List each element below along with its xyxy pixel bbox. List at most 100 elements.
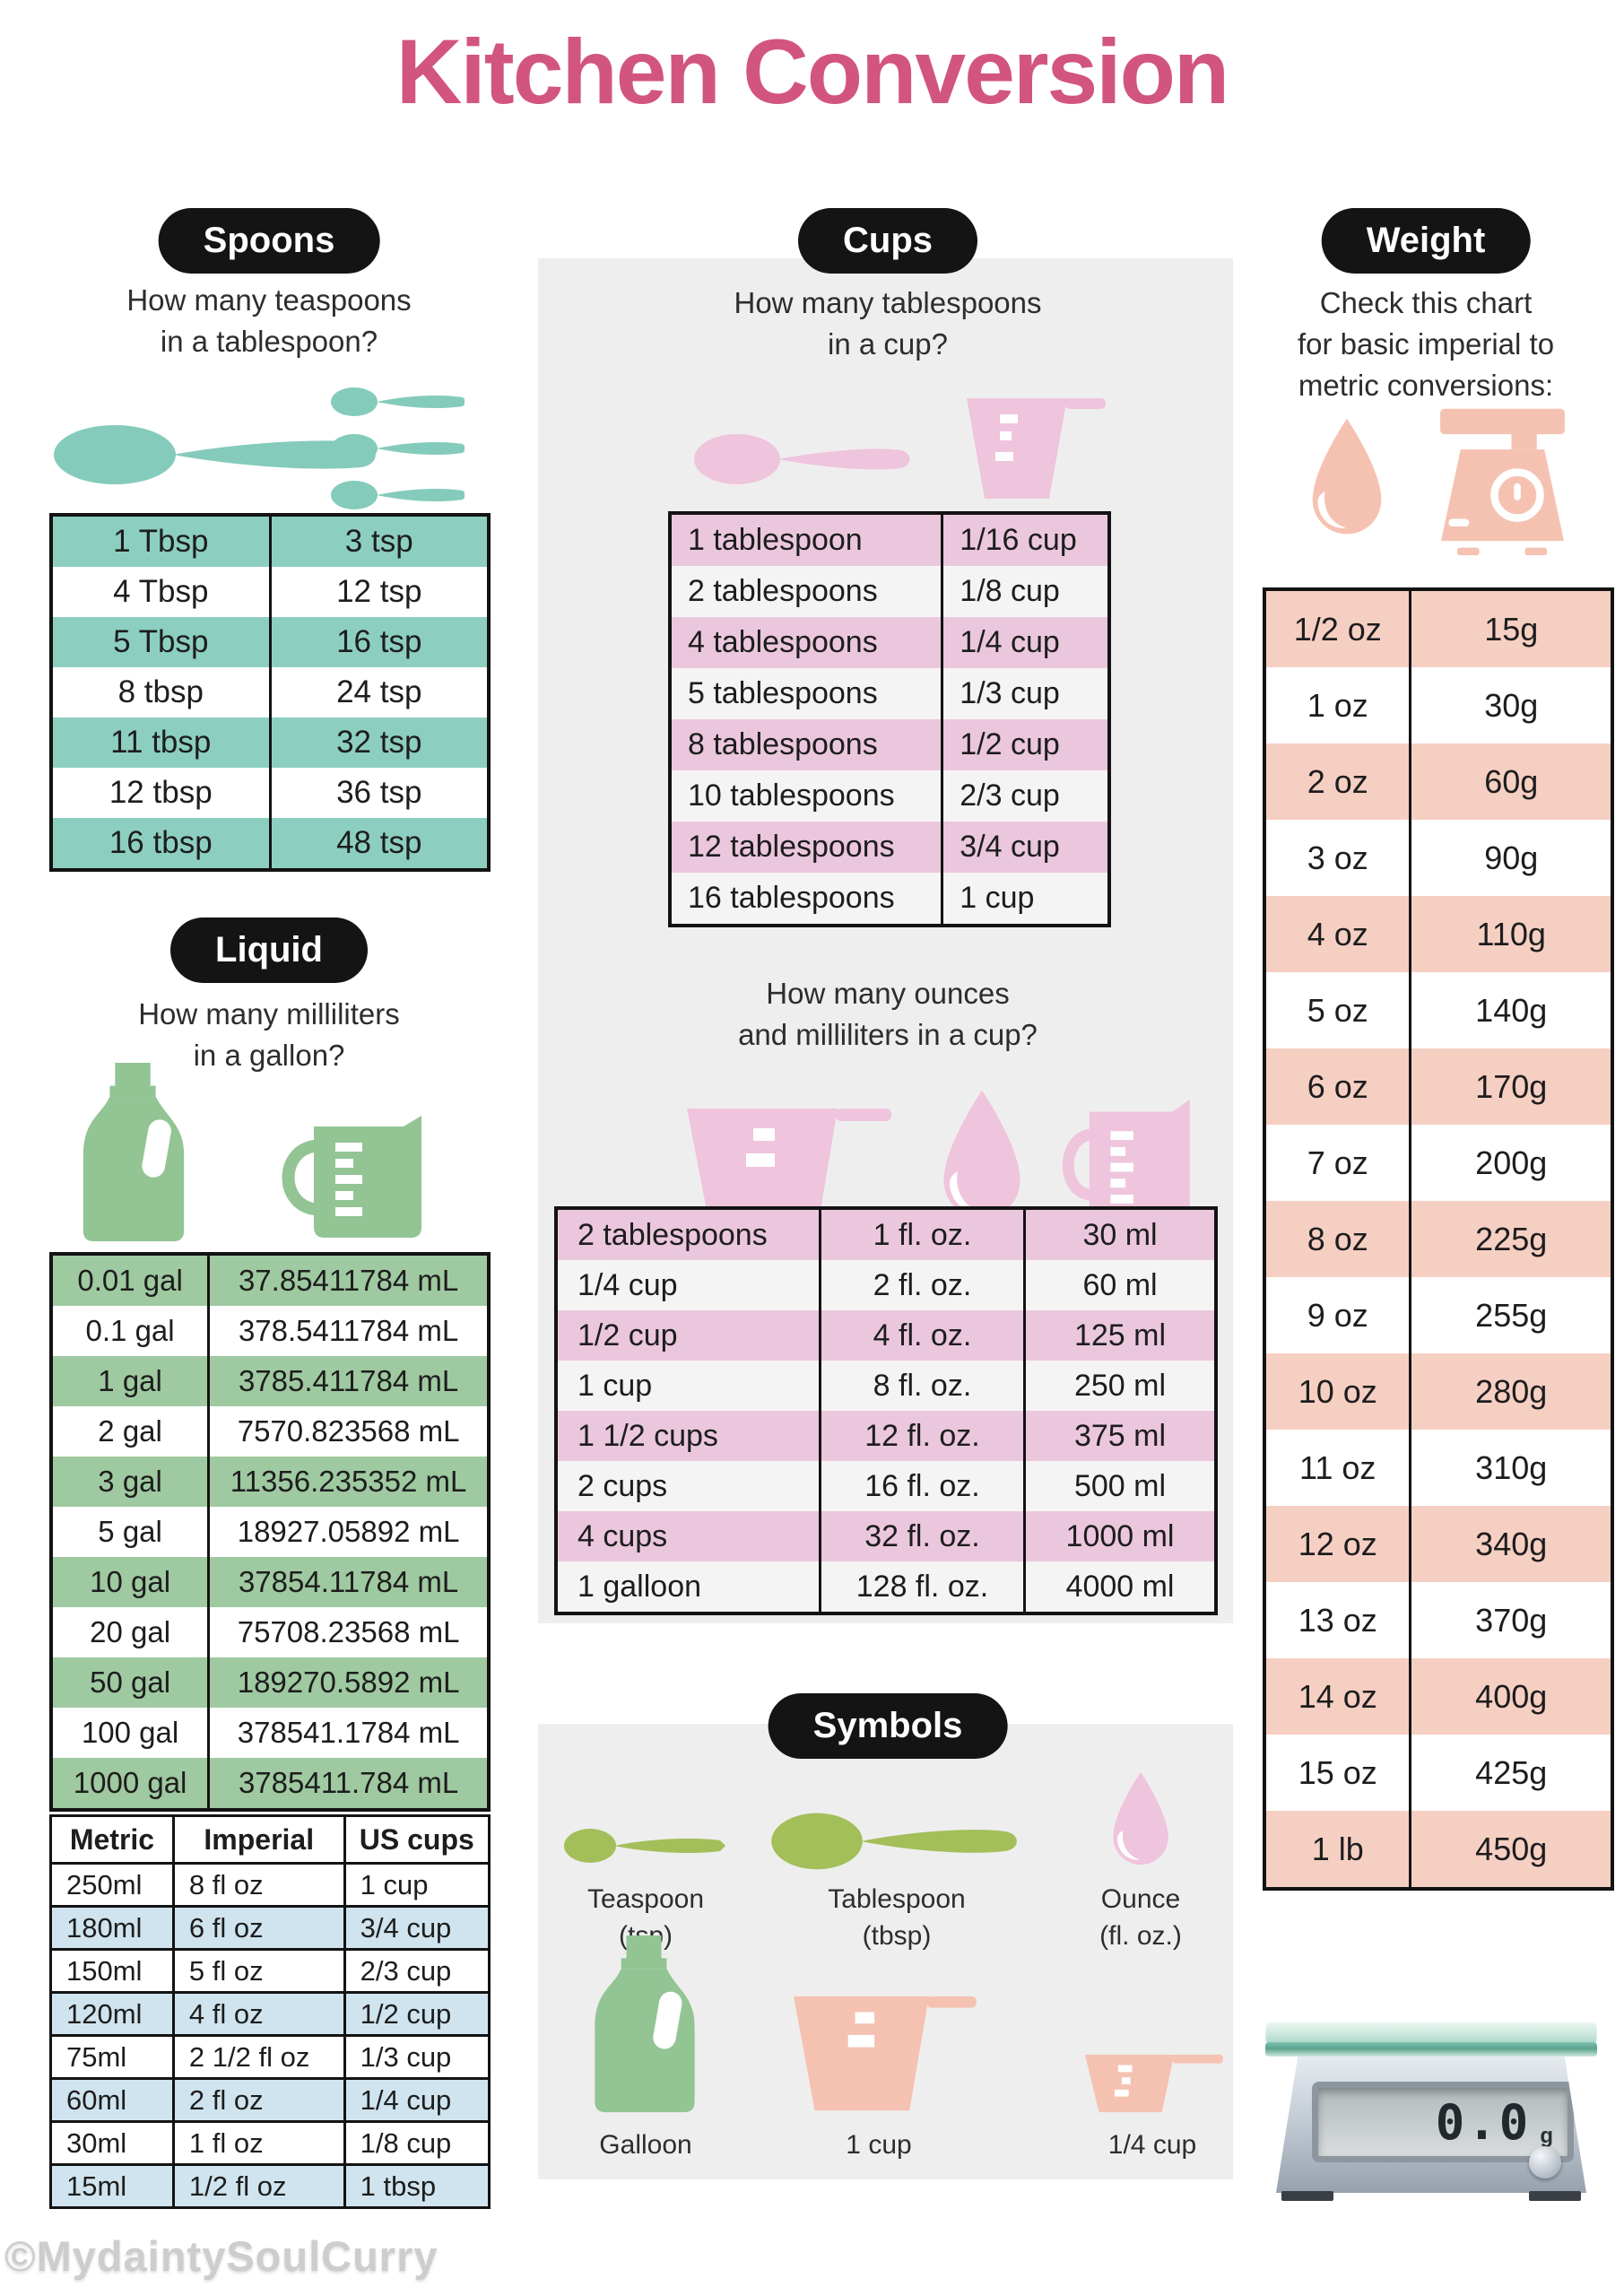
table-row: 6 oz 170g	[1264, 1048, 1612, 1125]
table-cell: 425g	[1409, 1735, 1612, 1811]
table-cell: 2 tablespoons	[578, 1217, 768, 1252]
table-cell: 3/4 cup	[941, 822, 1109, 873]
galloon-caption: Galloon	[599, 2130, 692, 2160]
tablespoon-caption: Tablespoon (tbsp)	[828, 1884, 966, 1951]
table-cell: 7 oz	[1307, 1144, 1368, 1181]
table-cell: 1 lb	[1311, 1830, 1364, 1867]
table-cell: 180ml	[50, 1905, 175, 1951]
weight-table: 1/2 oz 15g 1 oz 30g 2 oz 60g 3 oz 90g 4 oz 110g 5 …	[1263, 587, 1614, 1891]
table-row: 10 tablespoons 2/3 cup	[670, 770, 1109, 822]
tablespoon-icon	[694, 434, 910, 484]
table-row: 4 cups 32 fl. oz. 1000 ml	[556, 1511, 1216, 1561]
three-teaspoons-icon	[331, 387, 465, 509]
table-cell: 12 oz	[1298, 1525, 1377, 1562]
table-cell: 1/2 oz	[1293, 610, 1382, 648]
table-row: 12 tablespoons 3/4 cup	[670, 822, 1109, 873]
table-row: 13 oz 370g	[1264, 1582, 1612, 1658]
table-cell: 50 gal	[90, 1665, 171, 1699]
table-cell: 4 tablespoons	[688, 625, 878, 659]
table-row: 5 tablespoons 1/3 cup	[670, 668, 1109, 719]
table-row: 4 tablespoons 1/4 cup	[670, 617, 1109, 668]
tablespoon-symbol-icon	[771, 1813, 1017, 1870]
table-cell: 5 oz	[1307, 991, 1368, 1029]
table-cell: 128 fl. oz.	[818, 1561, 1025, 1613]
table-row: 8 tbsp 24 tsp	[51, 667, 489, 718]
scale-glass-edge	[1265, 2042, 1597, 2057]
table-row: 1/4 cup 2 fl. oz. 60 ml	[556, 1260, 1216, 1310]
table-row: 12 tbsp 36 tsp	[51, 768, 489, 818]
table-row: 10 gal 37854.11784 mL	[51, 1557, 489, 1607]
table-cell: 4 fl. oz.	[818, 1310, 1025, 1361]
table-cell: 6 oz	[1307, 1067, 1368, 1105]
scale-foot	[1281, 2191, 1333, 2201]
table-row: 5 oz 140g	[1264, 972, 1612, 1048]
table-row: 0.1 gal 378.5411784 mL	[51, 1306, 489, 1356]
symbols-section-pill: Symbols	[768, 1693, 1008, 1759]
table-cell: 110g	[1409, 896, 1612, 972]
quarter-cup-caption: 1/4 cup	[1107, 2130, 1197, 2160]
table-cell: 0.1 gal	[85, 1314, 175, 1347]
one-cup-symbol-icon	[794, 1996, 977, 2111]
droplet-icon	[1312, 418, 1382, 535]
table-cell: 8 fl. oz.	[818, 1361, 1025, 1411]
scale-knob	[1529, 2146, 1561, 2179]
table-cell: 32 fl. oz.	[818, 1511, 1025, 1561]
table-row: 1/2 oz 15g	[1264, 589, 1612, 667]
table-row: 14 oz 400g	[1264, 1658, 1612, 1735]
spoons-section-label: Spoons	[203, 221, 335, 260]
table-cell: 3 gal	[98, 1465, 162, 1498]
table-cell: 1/4 cup	[343, 2077, 491, 2123]
table-cell: 1 1/2 cups	[578, 1418, 718, 1453]
scale-lcd-display: 0.0 g	[1312, 2082, 1574, 2162]
table-row: 180ml 6 fl oz 3/4 cup	[50, 1905, 491, 1951]
table-cell: 1 galloon	[578, 1569, 702, 1604]
table-cell: 4 Tbsp	[113, 574, 209, 609]
table-cell: 11 oz	[1299, 1448, 1376, 1486]
table-cell: 90g	[1409, 820, 1612, 896]
table-row: 1 cup 8 fl. oz. 250 ml	[556, 1361, 1216, 1411]
table-cell: 36 tsp	[268, 768, 489, 818]
weight-section-label: Weight	[1366, 221, 1486, 260]
liquid-section-pill: Liquid	[170, 918, 368, 983]
table-cell: 10 oz	[1298, 1372, 1377, 1410]
table-cell: 30g	[1409, 667, 1612, 744]
teaspoon-symbol-icon	[564, 1829, 725, 1863]
table-cell: 11356.235352 mL	[207, 1457, 489, 1507]
quarter-cup-symbol-icon	[1084, 2054, 1223, 2113]
table-cell: 12 tbsp	[109, 775, 213, 810]
scale-unit: g	[1540, 2124, 1553, 2148]
table-cell: 1 cup	[343, 1862, 491, 1908]
table-cell: 16 tsp	[268, 617, 489, 667]
table-cell: 1/8 cup	[343, 2120, 491, 2166]
galloon-symbol-icon	[595, 1935, 695, 2113]
table-cell: 1 fl. oz.	[818, 1208, 1025, 1260]
table-cell: 60g	[1409, 744, 1612, 820]
table-row: 15 oz 425g	[1264, 1735, 1612, 1811]
table-cell: 60 ml	[1023, 1260, 1216, 1310]
table-cell: 13 oz	[1298, 1601, 1377, 1639]
table-cell: 6 fl oz	[171, 1905, 346, 1951]
table-row: 30ml 1 fl oz 1/8 cup	[50, 2120, 491, 2166]
table-cell: 400g	[1409, 1658, 1612, 1735]
table-cell: 4 oz	[1307, 915, 1368, 952]
table-cell: 1 Tbsp	[113, 524, 209, 559]
table-cell: 1/8 cup	[941, 566, 1109, 617]
table-cell: 15ml	[50, 2163, 175, 2209]
table-cell: 48 tsp	[268, 818, 489, 870]
table-row: 0.01 gal 37.85411784 mL	[51, 1254, 489, 1306]
table-cell: 30 ml	[1023, 1208, 1216, 1260]
table-cell: 8 tablespoons	[688, 727, 878, 761]
table-cell: 1 oz	[1307, 686, 1368, 724]
table-cell: 280g	[1409, 1353, 1612, 1430]
table-cell: 100 gal	[81, 1716, 179, 1749]
table-cell: 75ml	[50, 2034, 175, 2080]
liquid-question: How many milliliters in a gallon?	[138, 997, 400, 1073]
spoons-section-pill: Spoons	[158, 208, 380, 274]
table-cell: 1 tbsp	[343, 2163, 491, 2209]
table-cell: 16 tbsp	[109, 825, 213, 860]
table-row: 20 gal 75708.23568 mL	[51, 1607, 489, 1657]
table-cell: 5 Tbsp	[113, 624, 209, 659]
table-cell: 2 tablespoons	[688, 574, 878, 608]
table-cell: 0.01 gal	[77, 1264, 183, 1297]
table-cell: 2 1/2 fl oz	[171, 2034, 346, 2080]
